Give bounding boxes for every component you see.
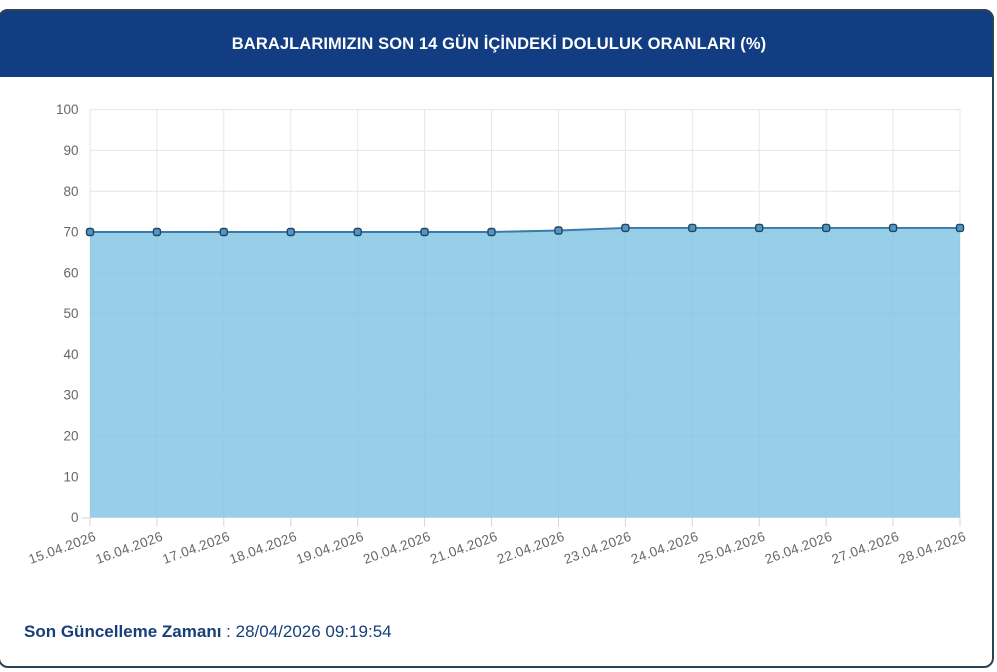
svg-text:27.04.2026: 27.04.2026 xyxy=(830,529,901,567)
svg-text:90: 90 xyxy=(63,143,78,158)
svg-text:30: 30 xyxy=(63,388,78,403)
svg-text:22.04.2026: 22.04.2026 xyxy=(495,529,566,567)
svg-text:0: 0 xyxy=(71,510,79,525)
svg-text:80: 80 xyxy=(63,184,78,199)
svg-text:10: 10 xyxy=(63,469,78,484)
svg-text:25.04.2026: 25.04.2026 xyxy=(696,529,767,567)
svg-text:24.04.2026: 24.04.2026 xyxy=(629,529,700,567)
svg-text:17.04.2026: 17.04.2026 xyxy=(160,529,231,567)
svg-text:18.04.2026: 18.04.2026 xyxy=(227,529,298,567)
svg-text:23.04.2026: 23.04.2026 xyxy=(562,529,633,567)
svg-text:26.04.2026: 26.04.2026 xyxy=(763,529,834,567)
svg-text:40: 40 xyxy=(63,347,78,362)
svg-text:28.04.2026: 28.04.2026 xyxy=(897,529,968,567)
svg-text:60: 60 xyxy=(63,265,78,280)
svg-text:21.04.2026: 21.04.2026 xyxy=(428,529,499,567)
svg-text:50: 50 xyxy=(63,306,78,321)
svg-text:15.04.2026: 15.04.2026 xyxy=(27,529,98,567)
svg-text:100: 100 xyxy=(56,102,79,117)
svg-text:20.04.2026: 20.04.2026 xyxy=(361,529,432,567)
svg-text:16.04.2026: 16.04.2026 xyxy=(93,529,164,567)
svg-text:20: 20 xyxy=(63,429,78,444)
svg-text:70: 70 xyxy=(63,225,78,240)
svg-text:19.04.2026: 19.04.2026 xyxy=(294,529,365,567)
